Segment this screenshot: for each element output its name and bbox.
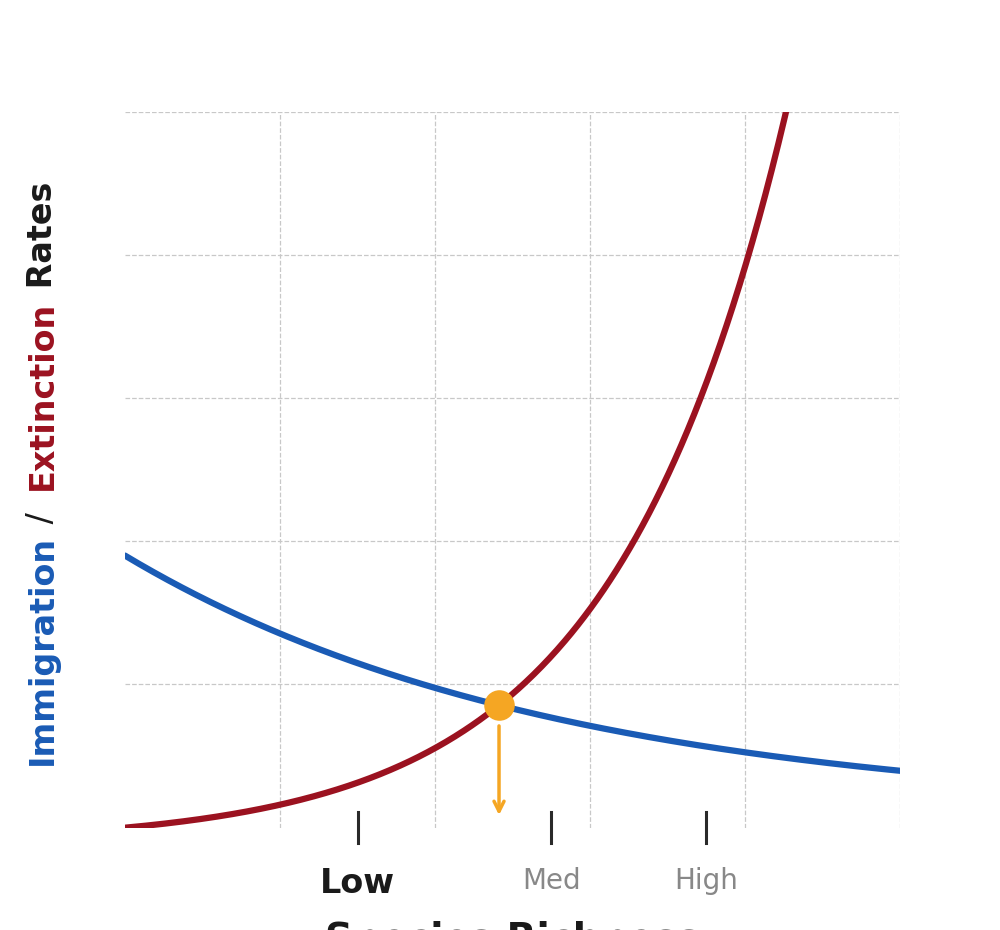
Text: Extinction: Extinction [25, 300, 59, 490]
Text: /: / [26, 501, 58, 534]
Text: Immigration: Immigration [25, 536, 59, 765]
Text: Low: Low [320, 867, 395, 900]
Text: High: High [674, 867, 738, 895]
Text: Species Richness: Species Richness [325, 921, 700, 930]
Text: Rates: Rates [26, 181, 58, 299]
Text: Med: Med [522, 867, 581, 895]
